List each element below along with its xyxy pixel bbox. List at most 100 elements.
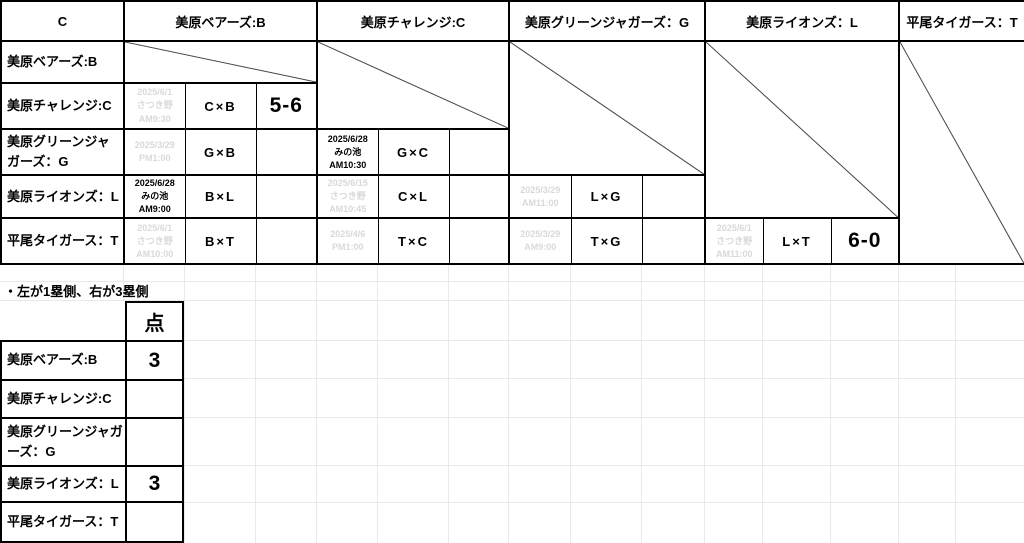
- points-row-team-c: 美原チャレンジ:C: [0, 379, 184, 419]
- match-cell-lc[interactable]: C×L: [377, 174, 450, 220]
- match-cell-gc[interactable]: G×C: [377, 127, 450, 177]
- points-value-g[interactable]: [125, 417, 184, 467]
- diagonal-line: [900, 42, 1024, 263]
- match-cell-tc[interactable]: T×C: [377, 217, 450, 266]
- match-cell-tl[interactable]: L×T: [762, 217, 832, 266]
- schedule-cell-tl[interactable]: 2025/6/1 さつき野 AM11:00: [704, 217, 764, 266]
- schedule-cell-gb[interactable]: 2025/3/29 PM1:00: [123, 127, 186, 177]
- diagonal-cell-g[interactable]: [508, 39, 706, 177]
- grid-line-horizontal: [0, 281, 1024, 282]
- match-cell-cb[interactable]: C×B: [184, 82, 257, 130]
- points-table: 点 美原ベアーズ:B 3 美原チャレンジ:C 美原グリーンジャガーズ：G 美原ラ…: [0, 301, 184, 543]
- schedule-cell-tg[interactable]: 2025/3/29 AM9:00: [508, 217, 572, 266]
- points-corner-cell: [1, 302, 126, 341]
- points-row-team-l: 美原ライオンズ：L 3: [0, 465, 184, 503]
- match-cell-tg[interactable]: T×G: [570, 217, 643, 266]
- points-value-c[interactable]: [125, 379, 184, 419]
- diagonal-cell-l[interactable]: [703, 39, 900, 220]
- header-row: C 美原ベアーズ:B 美原チャレンジ:C 美原グリーンジャガーズ：G 美原ライオ…: [0, 0, 1024, 42]
- schedule-cell-tb[interactable]: 2025/6/1 さつき野 AM10:00: [123, 217, 186, 266]
- grid-line-vertical: [898, 262, 899, 543]
- schedule-cell-gc[interactable]: 2025/6/28 みの池 AM10:30: [316, 127, 379, 177]
- points-team-l[interactable]: 美原ライオンズ：L: [0, 465, 127, 503]
- points-header[interactable]: 点: [125, 301, 184, 342]
- grid-line-vertical: [762, 262, 763, 543]
- grid-line-horizontal: [0, 340, 1024, 341]
- grid-line-horizontal: [0, 417, 1024, 418]
- row-header-team-t[interactable]: 平尾タイガース：T: [0, 217, 125, 266]
- row-team-t: 平尾タイガース：T 2025/6/1 さつき野 AM10:00 B×T 2025…: [0, 217, 1024, 266]
- score-cell-lc[interactable]: [448, 174, 510, 220]
- score-cell-gc[interactable]: [448, 127, 510, 177]
- match-cell-tb[interactable]: B×T: [184, 217, 257, 266]
- row-header-team-b[interactable]: 美原ベアーズ:B: [0, 40, 125, 84]
- points-value-l[interactable]: 3: [125, 465, 184, 503]
- diagonal-line: [510, 42, 704, 174]
- grid-line-vertical: [570, 262, 571, 543]
- grid-line-horizontal: [0, 502, 1024, 503]
- score-cell-cb[interactable]: 5-6: [255, 82, 318, 130]
- match-cell-lb[interactable]: B×L: [184, 174, 257, 220]
- diagonal-cell-b[interactable]: [123, 40, 318, 84]
- match-cell-gb[interactable]: G×B: [184, 127, 257, 177]
- row-header-team-c[interactable]: 美原チャレンジ:C: [0, 82, 125, 130]
- base-side-note: ・左が1塁側、右が3塁側: [4, 284, 149, 299]
- points-row-team-g: 美原グリーンジャガーズ：G: [0, 417, 184, 467]
- grid-line-horizontal: [0, 465, 1024, 466]
- schedule-cell-lb[interactable]: 2025/6/28 みの池 AM9:00: [123, 174, 186, 220]
- tournament-cross-table: C 美原ベアーズ:B 美原チャレンジ:C 美原グリーンジャガーズ：G 美原ライオ…: [0, 0, 1024, 266]
- col-header-team-b[interactable]: 美原ベアーズ:B: [123, 0, 318, 42]
- points-team-t[interactable]: 平尾タイガース：T: [0, 501, 127, 543]
- schedule-cell-lg[interactable]: 2025/3/29 AM11:00: [508, 174, 572, 220]
- grid-line-vertical: [184, 262, 185, 543]
- points-team-g[interactable]: 美原グリーンジャガーズ：G: [0, 417, 127, 467]
- schedule-cell-cb[interactable]: 2025/6/1 さつき野 AM9:30: [123, 82, 186, 130]
- diagonal-line: [318, 42, 508, 128]
- points-team-b[interactable]: 美原ベアーズ:B: [0, 340, 127, 381]
- grid-line-vertical: [508, 262, 509, 543]
- grid-line-horizontal: [0, 378, 1024, 379]
- score-cell-gb[interactable]: [255, 127, 318, 177]
- points-row-team-b: 美原ベアーズ:B 3: [0, 340, 184, 381]
- diagonal-cell-t[interactable]: [898, 39, 1024, 266]
- diagonal-line: [706, 42, 898, 217]
- grid-line-vertical: [448, 262, 449, 543]
- row-team-g: 美原グリーンジャガーズ：G 2025/3/29 PM1:00 G×B 2025/…: [0, 127, 1024, 177]
- points-value-b[interactable]: 3: [125, 340, 184, 381]
- grid-line-vertical: [830, 262, 831, 543]
- row-team-c: 美原チャレンジ:C 2025/6/1 さつき野 AM9:30 C×B 5-6: [0, 82, 1024, 130]
- match-cell-lg[interactable]: L×G: [570, 174, 643, 220]
- grid-line-vertical: [955, 262, 956, 543]
- row-header-team-l[interactable]: 美原ライオンズ：L: [0, 174, 125, 220]
- score-cell-tg[interactable]: [641, 217, 706, 266]
- col-header-team-g[interactable]: 美原グリーンジャガーズ：G: [508, 0, 706, 42]
- grid-line-vertical: [704, 262, 705, 543]
- row-team-b: 美原ベアーズ:B: [0, 39, 1024, 266]
- col-header-team-c[interactable]: 美原チャレンジ:C: [316, 0, 510, 42]
- score-cell-lg[interactable]: [641, 174, 706, 220]
- diagonal-line: [125, 42, 316, 82]
- row-header-team-g[interactable]: 美原グリーンジャガーズ：G: [0, 127, 125, 177]
- grid-line-vertical: [641, 262, 642, 543]
- corner-cell[interactable]: C: [0, 0, 125, 42]
- col-header-team-t[interactable]: 平尾タイガース：T: [898, 0, 1024, 42]
- points-header-row: 点: [1, 301, 184, 342]
- grid-line-vertical: [377, 262, 378, 543]
- col-header-team-l[interactable]: 美原ライオンズ：L: [703, 0, 900, 42]
- score-cell-tb[interactable]: [255, 217, 318, 266]
- schedule-cell-lc[interactable]: 2025/6/15 さつき野 AM10:45: [316, 174, 379, 220]
- diagonal-cell-c[interactable]: [316, 40, 510, 130]
- score-cell-tc[interactable]: [448, 217, 510, 266]
- grid-line-horizontal: [0, 300, 1024, 301]
- points-value-t[interactable]: [125, 501, 184, 543]
- row-team-l: 美原ライオンズ：L 2025/6/28 みの池 AM9:00 B×L 2025/…: [0, 174, 1024, 220]
- points-team-c[interactable]: 美原チャレンジ:C: [0, 379, 127, 419]
- score-cell-tl[interactable]: 6-0: [830, 217, 900, 266]
- score-cell-lb[interactable]: [255, 174, 318, 220]
- grid-line-vertical: [255, 262, 256, 543]
- schedule-cell-tc[interactable]: 2025/4/6 PM1:00: [316, 217, 379, 266]
- grid-line-vertical: [316, 262, 317, 543]
- points-row-team-t: 平尾タイガース：T: [0, 501, 184, 543]
